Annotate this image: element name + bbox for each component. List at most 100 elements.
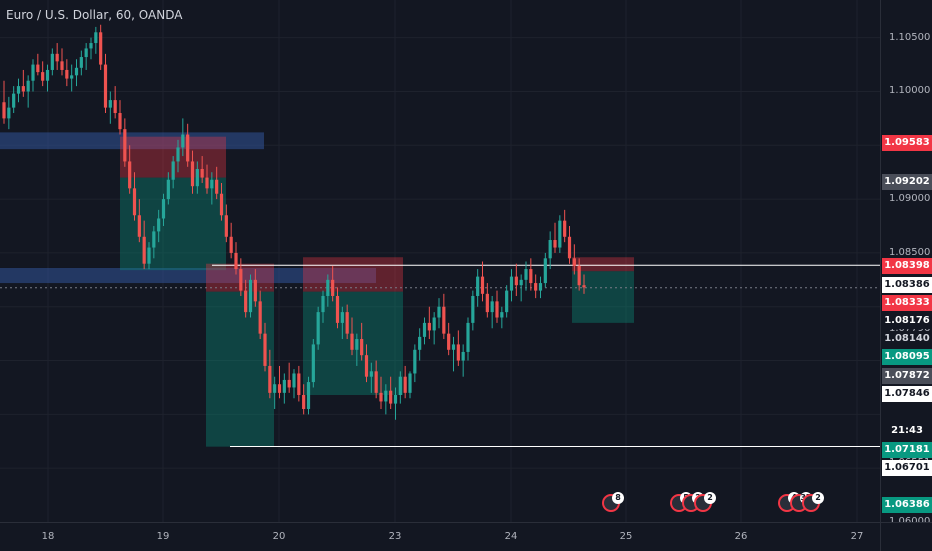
price-tag[interactable]: 1.08398 (882, 258, 932, 274)
price-tag[interactable]: 1.07872 (882, 368, 932, 384)
price-tag[interactable]: 21:43 (882, 423, 932, 439)
candle-body (65, 69, 69, 79)
candle-body (572, 258, 576, 266)
candle (147, 242, 151, 270)
candle (306, 376, 311, 415)
candle-body (118, 113, 122, 130)
candle-body (31, 64, 35, 81)
candle-body (103, 64, 108, 108)
candle (485, 283, 489, 318)
candle-body (258, 301, 262, 334)
candle (461, 344, 465, 377)
price-tag[interactable]: 1.06386 (882, 497, 932, 513)
price-axis[interactable]: 1.105001.100001.095001.090001.085001.077… (880, 0, 932, 527)
candle (360, 322, 364, 361)
candle (186, 123, 190, 167)
candle (340, 306, 344, 340)
price-tag[interactable]: 1.09202 (882, 174, 932, 190)
price-tag[interactable]: 1.08386 (882, 277, 932, 293)
candle-body (166, 179, 170, 200)
price-tag[interactable]: 1.08140 (882, 331, 932, 347)
candle (123, 118, 127, 167)
candle-body (123, 129, 127, 162)
candle (268, 349, 272, 399)
candle-body (268, 365, 272, 393)
candle (215, 166, 219, 200)
candle-body (292, 373, 296, 388)
candle-body (509, 276, 514, 291)
price-tag[interactable]: 1.07846 (882, 386, 932, 402)
candle (263, 322, 267, 372)
candle (369, 362, 373, 393)
price-tag[interactable]: 1.06701 (882, 460, 932, 476)
candle (451, 336, 456, 372)
candle (476, 269, 480, 307)
price-tag[interactable]: 1.09583 (882, 135, 932, 151)
chart-pane[interactable]: Euro / U.S. Dollar, 60, OANDA 8 522 4372 (0, 0, 880, 522)
candle (60, 48, 64, 76)
candle (490, 295, 494, 329)
candle-body (427, 322, 431, 331)
candle (345, 304, 349, 340)
candle (74, 59, 79, 87)
price-tag[interactable]: 1.08095 (882, 349, 932, 365)
symbol-title[interactable]: Euro / U.S. Dollar, 60, OANDA (6, 8, 183, 22)
candle-body (287, 379, 291, 388)
price-chart[interactable] (0, 0, 880, 522)
stop-loss-zone (303, 257, 403, 292)
candle (55, 43, 59, 70)
event-count-badge: 2 (704, 492, 716, 504)
time-axis[interactable]: 18 19 20 23 24 25 26 27 (0, 522, 880, 551)
candle-body (219, 193, 224, 216)
candle-body (306, 382, 311, 409)
candle (132, 172, 137, 221)
candle (577, 258, 581, 291)
economic-event-badge[interactable]: 522 (670, 492, 734, 514)
candle-body (466, 322, 470, 352)
supply-zone (0, 132, 264, 150)
candle-body (403, 376, 407, 393)
candle (548, 231, 552, 270)
candle (157, 209, 161, 243)
price-tag[interactable]: 1.07181 (882, 442, 932, 458)
candle (311, 339, 315, 388)
candle-body (393, 394, 398, 404)
candle-body (326, 279, 330, 296)
price-tag[interactable]: 1.08176 (882, 313, 932, 329)
candle (553, 222, 557, 253)
time-tick-label: 27 (850, 531, 864, 542)
candle (558, 215, 562, 253)
candle-body (7, 107, 11, 119)
candle (509, 269, 514, 302)
candle (282, 373, 286, 404)
economic-event-badge[interactable]: 8 (602, 492, 638, 514)
candle-body (331, 279, 335, 296)
candle (84, 43, 88, 70)
candle (161, 193, 166, 227)
candle (563, 209, 567, 243)
time-tick-label: 24 (504, 531, 518, 542)
time-tick-label: 18 (41, 531, 55, 542)
candle-body (418, 336, 422, 350)
candle (190, 150, 195, 194)
candle-body (364, 355, 369, 377)
candle-body (456, 344, 460, 361)
candle (321, 290, 325, 323)
candle-body (567, 236, 572, 259)
candle (244, 279, 248, 318)
supply-zone (0, 267, 376, 284)
candle-body (26, 80, 30, 92)
candle (219, 182, 224, 221)
candle (538, 276, 543, 299)
candle-body (94, 32, 98, 44)
candle (408, 371, 412, 399)
economic-event-badge[interactable]: 4372 (778, 492, 842, 514)
candle (495, 290, 499, 323)
candle-body (137, 215, 141, 237)
candle-body (384, 390, 388, 402)
candle-body (485, 293, 489, 313)
candle-body (355, 339, 359, 350)
candle-body (55, 53, 59, 62)
price-tag[interactable]: 1.08333 (882, 295, 932, 311)
candle-body (480, 276, 485, 294)
